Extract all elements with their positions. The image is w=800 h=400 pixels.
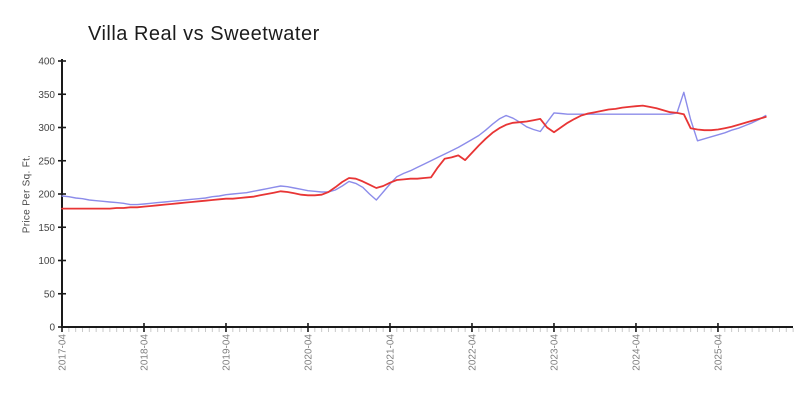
y-tick-label: 0 (49, 323, 55, 334)
y-tick-label: 300 (38, 123, 55, 134)
y-tick-label: 350 (38, 90, 55, 101)
x-tick-label: 2021-04 (385, 334, 396, 371)
x-tick-label: 2024-04 (631, 334, 642, 371)
x-tick-label: 2023-04 (549, 334, 560, 371)
x-tick-label: 2019-04 (221, 334, 232, 371)
series-line-villa-real (61, 91, 767, 206)
x-tick-label: 2018-04 (139, 334, 150, 371)
x-tick-label: 2025-04 (713, 334, 724, 371)
y-tick-label: 250 (38, 156, 55, 167)
y-tick-label: 100 (38, 256, 55, 267)
x-tick-label: 2022-04 (467, 334, 478, 371)
y-tick-label: 400 (38, 57, 55, 68)
series-line-sweetwater (61, 104, 767, 210)
x-tick-label: 2017-04 (58, 334, 69, 371)
y-tick-label: 200 (38, 190, 55, 201)
y-tick-label: 150 (38, 223, 55, 234)
y-tick-label: 50 (44, 289, 56, 300)
chart-title: Villa Real vs Sweetwater (88, 23, 320, 45)
x-tick-label: 2020-04 (303, 334, 314, 371)
